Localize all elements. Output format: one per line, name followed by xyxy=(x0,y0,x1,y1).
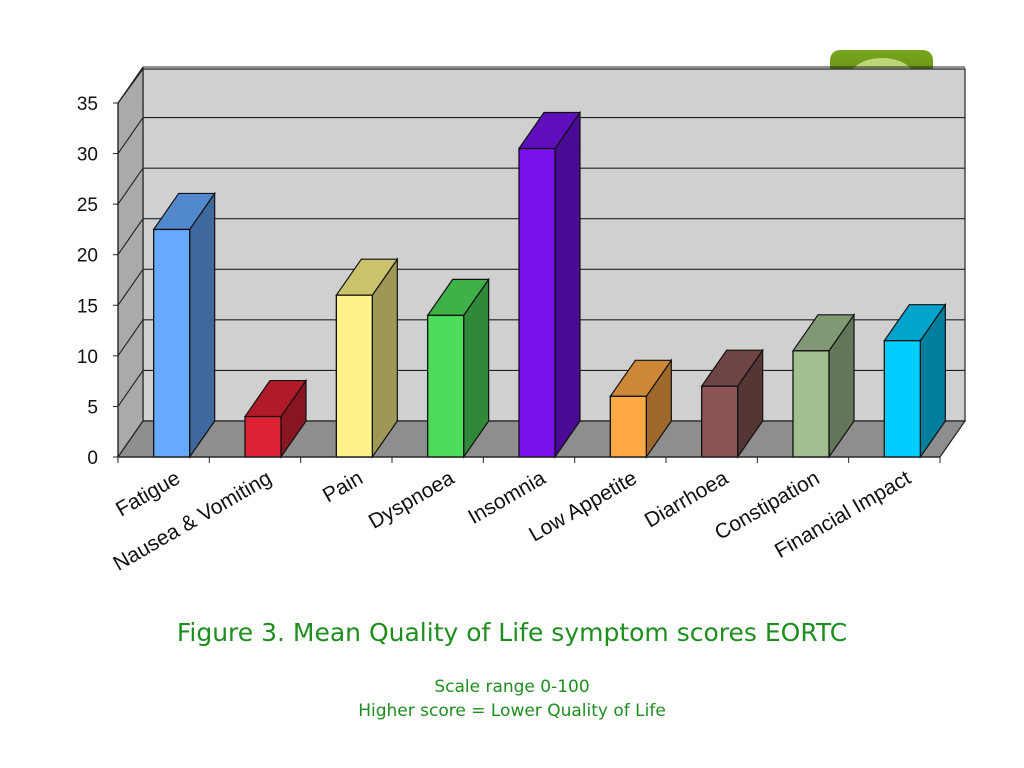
y-tick-label: 35 xyxy=(77,94,98,115)
chart-side-wall xyxy=(117,67,144,459)
y-tick-label: 30 xyxy=(77,145,98,166)
y-tick-label: 15 xyxy=(77,296,98,317)
bar xyxy=(426,277,490,459)
bar xyxy=(700,348,764,459)
gridline-side xyxy=(117,319,144,357)
gridline-side xyxy=(117,66,144,104)
bar-front xyxy=(244,415,282,458)
y-tick-label: 0 xyxy=(87,448,98,469)
x-tick-label: Pain xyxy=(319,466,367,507)
bar-front xyxy=(701,385,739,458)
scale-range-note: Scale range 0-100 xyxy=(434,677,590,697)
bar xyxy=(883,302,947,459)
bar xyxy=(791,312,856,459)
bar-side xyxy=(554,110,581,459)
bar-front xyxy=(335,294,373,458)
bar xyxy=(152,191,216,459)
bar-front xyxy=(792,350,830,458)
y-axis: 0 5 10 15 20 25 30 35 xyxy=(77,94,119,469)
bar-front xyxy=(518,147,556,458)
gridline-side xyxy=(117,167,144,205)
x-tick-label: Fatigue xyxy=(112,466,184,521)
bars xyxy=(152,110,947,459)
x-tick-label: Dyspnoea xyxy=(365,466,459,533)
bar xyxy=(335,257,399,459)
gridline-side xyxy=(117,268,144,306)
interpretation-note: Higher score = Lower Quality of Life xyxy=(358,701,666,721)
y-tick-label: 20 xyxy=(77,246,98,267)
y-tick-label: 5 xyxy=(87,397,98,418)
gridline-side xyxy=(117,117,144,154)
x-tick-label: Nausea & Vomiting xyxy=(109,466,275,575)
gridline-side xyxy=(117,370,144,407)
bar xyxy=(517,110,582,459)
y-tick-label: 10 xyxy=(77,347,98,368)
gridline-side xyxy=(117,218,144,256)
figure-caption: Figure 3. Mean Quality of Life symptom s… xyxy=(176,618,848,647)
bar-front xyxy=(153,228,191,458)
bar-front xyxy=(883,340,921,458)
bar-front xyxy=(609,395,647,458)
bar-front xyxy=(427,314,465,458)
bar-side xyxy=(189,191,216,459)
y-tick-label: 25 xyxy=(77,195,98,216)
bar xyxy=(243,378,308,459)
